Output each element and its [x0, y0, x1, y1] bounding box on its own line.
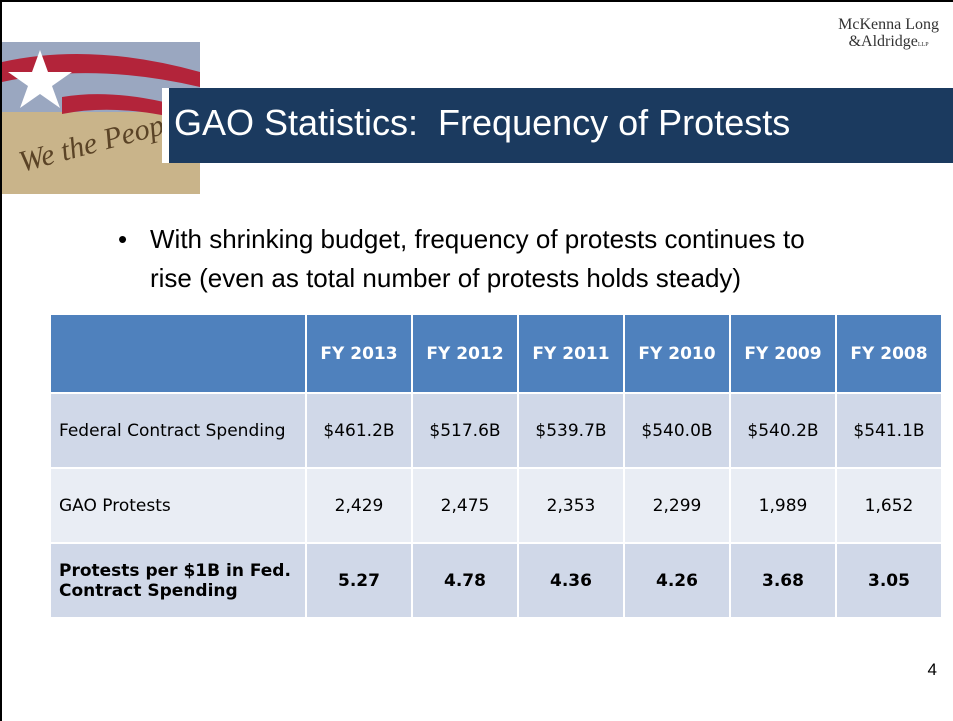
slide: We the People McKenna Long &AldridgeLLP …	[0, 0, 953, 721]
row-label: Federal Contract Spending	[50, 393, 306, 468]
table-cell: 1,652	[836, 468, 942, 543]
table-cell: 1,989	[730, 468, 836, 543]
logo: McKenna Long &AldridgeLLP	[838, 16, 939, 54]
table-cell: 2,353	[518, 468, 624, 543]
table-cell: $517.6B	[412, 393, 518, 468]
table-cell: $540.0B	[624, 393, 730, 468]
table-row: Protests per $1B in Fed. Contract Spendi…	[50, 543, 942, 618]
logo-line: &AldridgeLLP	[838, 33, 939, 54]
header-cell: FY 2008	[836, 314, 942, 393]
table-cell: 2,299	[624, 468, 730, 543]
table-cell: 4.36	[518, 543, 624, 618]
header-cell: FY 2010	[624, 314, 730, 393]
logo-text: &Aldridge	[849, 33, 918, 50]
table-cell: 3.68	[730, 543, 836, 618]
table-cell: $539.7B	[518, 393, 624, 468]
page-number: 4	[928, 660, 937, 680]
bullet-dot: •	[118, 224, 127, 255]
table-cell: 4.26	[624, 543, 730, 618]
table-cell: $540.2B	[730, 393, 836, 468]
table-cell: 2,429	[306, 468, 412, 543]
header-cell: FY 2012	[412, 314, 518, 393]
table-row: Federal Contract Spending$461.2B$517.6B$…	[50, 393, 942, 468]
row-label: Protests per $1B in Fed. Contract Spendi…	[50, 543, 306, 618]
table-cell: 2,475	[412, 468, 518, 543]
header-cell: FY 2011	[518, 314, 624, 393]
table-cell: $461.2B	[306, 393, 412, 468]
table-cell: $541.1B	[836, 393, 942, 468]
bullet-text: With shrinking budget, frequency of prot…	[150, 220, 850, 298]
header-cell: FY 2013	[306, 314, 412, 393]
header-cell: FY 2009	[730, 314, 836, 393]
row-label: GAO Protests	[50, 468, 306, 543]
logo-suffix: LLP	[918, 42, 929, 48]
header-cell	[50, 314, 306, 393]
page: We the People McKenna Long &AldridgeLLP …	[0, 0, 953, 721]
table-cell: 4.78	[412, 543, 518, 618]
table-cell: 3.05	[836, 543, 942, 618]
table-cell: 5.27	[306, 543, 412, 618]
logo-line: McKenna Long	[838, 16, 939, 33]
slide-title: GAO Statistics: Frequency of Protests	[174, 102, 790, 144]
